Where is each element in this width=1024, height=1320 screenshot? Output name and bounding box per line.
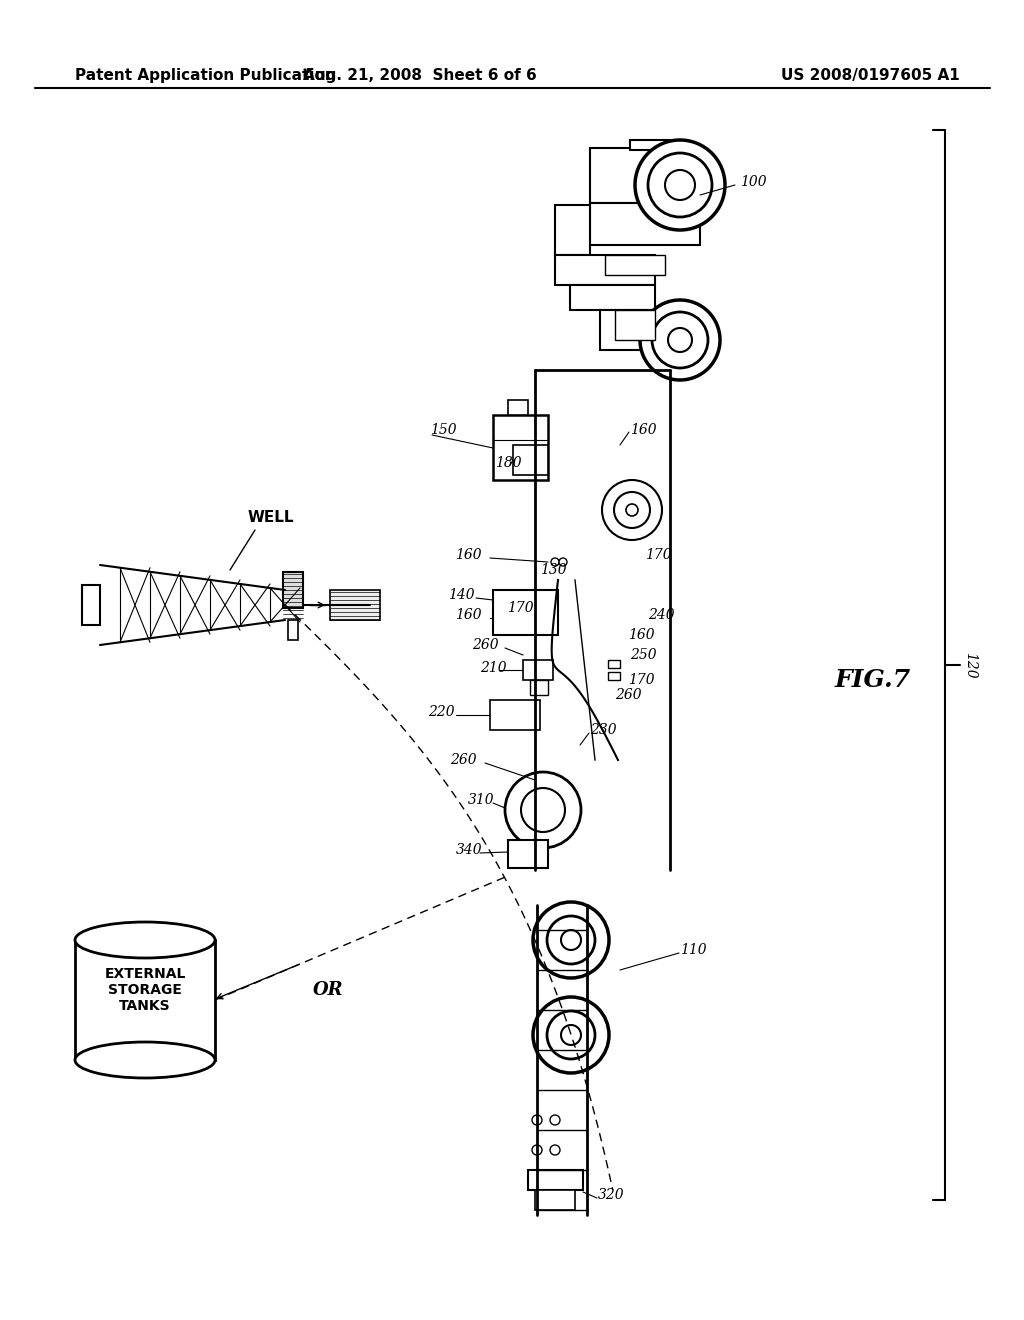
Text: 160: 160	[630, 422, 656, 437]
Bar	[490, 700, 540, 730]
Bar	[600, 310, 670, 350]
Circle shape	[534, 902, 609, 978]
Bar	[608, 660, 620, 668]
Bar	[530, 680, 548, 696]
Text: 150: 150	[430, 422, 457, 437]
Circle shape	[534, 997, 609, 1073]
Bar	[330, 590, 380, 620]
Circle shape	[640, 300, 720, 380]
Text: Aug. 21, 2008  Sheet 6 of 6: Aug. 21, 2008 Sheet 6 of 6	[303, 69, 537, 83]
Circle shape	[551, 558, 559, 566]
Circle shape	[547, 1011, 595, 1059]
Text: 210: 210	[480, 661, 507, 675]
Circle shape	[532, 1144, 542, 1155]
Text: 230: 230	[590, 723, 616, 737]
Bar	[283, 572, 303, 609]
Text: 260: 260	[615, 688, 642, 702]
Bar	[570, 285, 655, 310]
Circle shape	[635, 140, 725, 230]
Bar	[523, 660, 553, 680]
Text: 100: 100	[740, 176, 767, 189]
Circle shape	[550, 1115, 560, 1125]
Text: 320: 320	[598, 1188, 625, 1203]
Bar	[493, 590, 558, 635]
Circle shape	[559, 558, 567, 566]
Bar	[555, 255, 655, 285]
Text: 250: 250	[630, 648, 656, 663]
Text: 180: 180	[495, 455, 521, 470]
Text: 160: 160	[455, 609, 481, 622]
Circle shape	[652, 312, 708, 368]
Circle shape	[665, 170, 695, 201]
Bar	[590, 203, 700, 246]
Text: WELL: WELL	[248, 511, 295, 525]
Circle shape	[561, 1026, 581, 1045]
Text: 240: 240	[648, 609, 675, 622]
Bar	[528, 1170, 583, 1191]
Bar	[493, 414, 548, 480]
Ellipse shape	[75, 921, 215, 958]
Text: 170: 170	[645, 548, 672, 562]
Circle shape	[532, 1115, 542, 1125]
Text: US 2008/0197605 A1: US 2008/0197605 A1	[780, 69, 959, 83]
Bar	[82, 585, 100, 624]
Text: 220: 220	[428, 705, 455, 719]
Bar	[615, 310, 655, 341]
Text: 130: 130	[540, 564, 566, 577]
Text: 170: 170	[628, 673, 654, 686]
Text: Patent Application Publication: Patent Application Publication	[75, 69, 336, 83]
Text: FIG.7: FIG.7	[835, 668, 911, 692]
Circle shape	[547, 916, 595, 964]
Bar	[288, 620, 298, 640]
Circle shape	[648, 153, 712, 216]
Circle shape	[561, 931, 581, 950]
Text: 340: 340	[456, 843, 482, 857]
Bar	[608, 672, 620, 680]
Bar	[75, 940, 215, 1060]
Text: 310: 310	[468, 793, 495, 807]
Circle shape	[614, 492, 650, 528]
Bar	[508, 400, 528, 414]
Text: 260: 260	[450, 752, 476, 767]
Ellipse shape	[75, 1041, 215, 1078]
Text: 140: 140	[449, 587, 475, 602]
Bar	[555, 205, 590, 255]
Circle shape	[602, 480, 662, 540]
Text: 160: 160	[455, 548, 481, 562]
Circle shape	[521, 788, 565, 832]
Text: 110: 110	[680, 942, 707, 957]
Bar	[590, 148, 700, 203]
Text: 260: 260	[472, 638, 499, 652]
Bar	[508, 840, 548, 869]
Bar	[513, 445, 548, 475]
Text: OR: OR	[312, 981, 343, 999]
Circle shape	[505, 772, 581, 847]
Circle shape	[626, 504, 638, 516]
Bar	[605, 255, 665, 275]
Bar	[535, 1191, 575, 1210]
Text: 120: 120	[963, 652, 977, 678]
Circle shape	[668, 327, 692, 352]
Text: EXTERNAL
STORAGE
TANKS: EXTERNAL STORAGE TANKS	[104, 966, 185, 1014]
Text: 160: 160	[628, 628, 654, 642]
Circle shape	[550, 1144, 560, 1155]
Text: 170: 170	[507, 601, 534, 615]
Bar	[630, 140, 670, 150]
